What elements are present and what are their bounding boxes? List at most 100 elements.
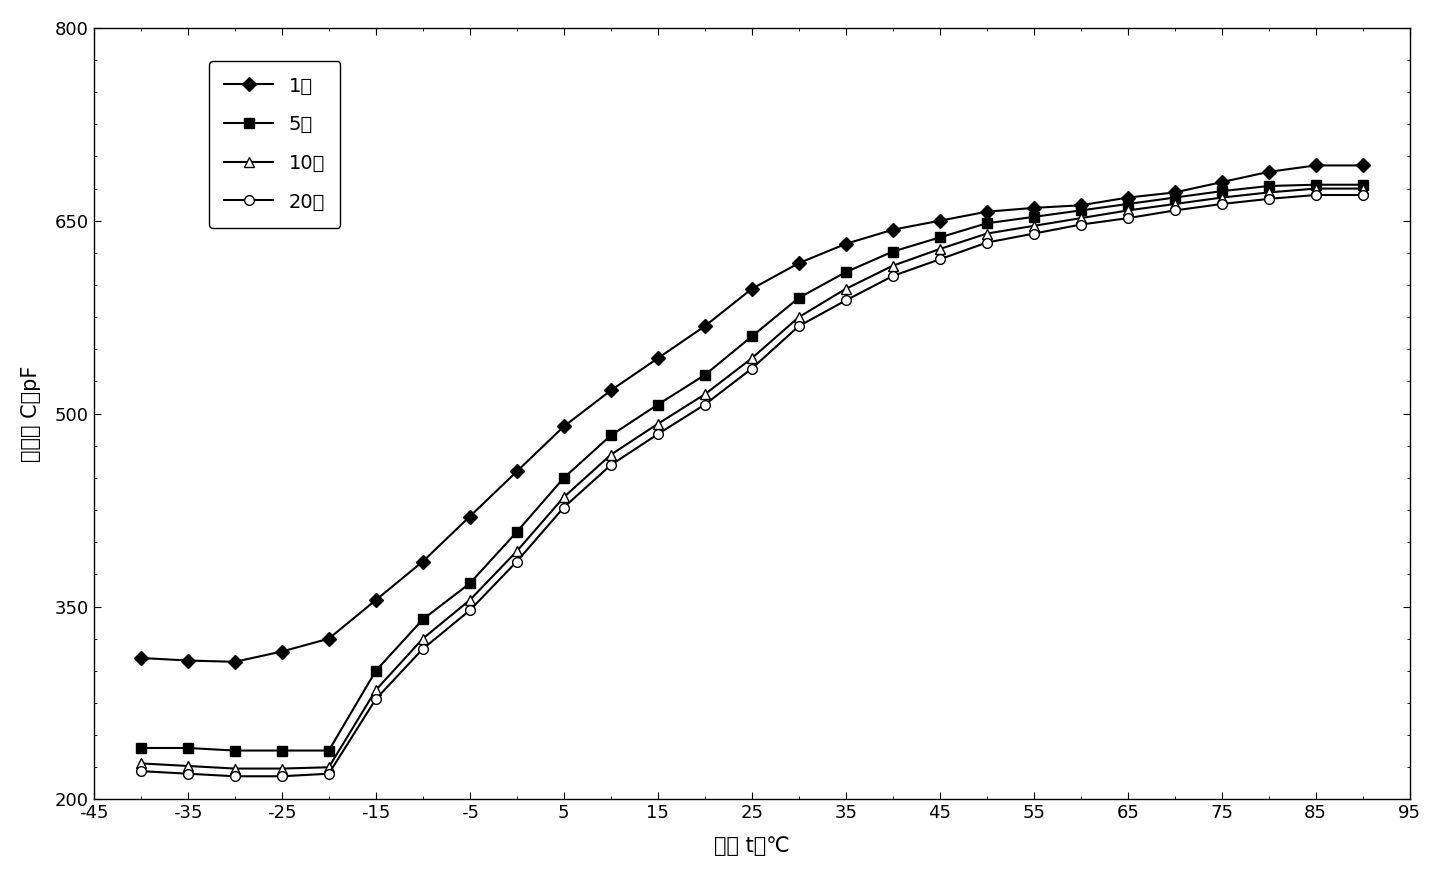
10次	[368, 685, 385, 695]
1次	[273, 646, 290, 657]
5次	[1025, 211, 1043, 222]
1次	[461, 511, 479, 522]
20次	[838, 296, 855, 306]
10次	[179, 760, 196, 771]
10次	[1071, 213, 1089, 224]
5次	[838, 267, 855, 277]
20次	[461, 605, 479, 616]
1次	[1306, 160, 1324, 171]
20次	[603, 460, 620, 470]
10次	[133, 758, 150, 768]
20次	[790, 321, 808, 332]
5次	[978, 218, 995, 229]
1次	[226, 657, 244, 667]
10次	[884, 260, 901, 271]
1次	[790, 258, 808, 268]
1次	[743, 283, 760, 294]
20次	[320, 768, 337, 779]
5次	[603, 431, 620, 441]
1次	[1119, 192, 1136, 203]
5次	[649, 399, 666, 410]
Line: 1次: 1次	[136, 160, 1367, 667]
10次	[1025, 221, 1043, 232]
10次	[1260, 187, 1278, 197]
1次	[368, 595, 385, 605]
5次	[790, 293, 808, 303]
10次	[1354, 183, 1371, 194]
20次	[1025, 228, 1043, 239]
10次	[649, 418, 666, 429]
1次	[133, 652, 150, 663]
5次	[1167, 192, 1184, 203]
10次	[838, 283, 855, 294]
20次	[932, 254, 949, 265]
5次	[1071, 205, 1089, 216]
20次	[696, 399, 714, 410]
5次	[133, 743, 150, 753]
10次	[508, 546, 525, 557]
5次	[273, 745, 290, 756]
1次	[978, 206, 995, 217]
1次	[320, 633, 337, 644]
1次	[1260, 167, 1278, 177]
20次	[179, 768, 196, 779]
20次	[368, 694, 385, 704]
5次	[461, 578, 479, 588]
10次	[320, 762, 337, 773]
5次	[555, 473, 572, 483]
10次	[414, 633, 431, 644]
10次	[555, 492, 572, 503]
1次	[1354, 160, 1371, 171]
20次	[1306, 189, 1324, 200]
10次	[790, 312, 808, 323]
10次	[1119, 205, 1136, 216]
10次	[1213, 192, 1230, 203]
1次	[179, 655, 196, 666]
1次	[932, 216, 949, 226]
20次	[743, 363, 760, 374]
5次	[1354, 180, 1371, 190]
Legend: 1次, 5次, 10次, 20次: 1次, 5次, 10次, 20次	[209, 61, 340, 228]
10次	[603, 450, 620, 460]
Line: 10次: 10次	[136, 183, 1367, 774]
10次	[226, 763, 244, 774]
1次	[884, 225, 901, 235]
10次	[1306, 183, 1324, 194]
10次	[978, 228, 995, 239]
1次	[508, 467, 525, 477]
20次	[884, 271, 901, 282]
5次	[743, 332, 760, 342]
20次	[1071, 219, 1089, 230]
20次	[1354, 189, 1371, 200]
20次	[1260, 194, 1278, 204]
1次	[1213, 177, 1230, 188]
20次	[414, 644, 431, 654]
20次	[508, 556, 525, 567]
5次	[1119, 199, 1136, 210]
20次	[133, 766, 150, 776]
5次	[1213, 186, 1230, 196]
10次	[743, 353, 760, 364]
5次	[1260, 181, 1278, 191]
20次	[978, 238, 995, 248]
10次	[273, 763, 290, 774]
10次	[461, 595, 479, 605]
1次	[603, 385, 620, 396]
1次	[414, 556, 431, 567]
20次	[1213, 199, 1230, 210]
20次	[1119, 213, 1136, 224]
20次	[649, 429, 666, 439]
1次	[838, 239, 855, 249]
10次	[932, 244, 949, 254]
5次	[696, 370, 714, 381]
10次	[696, 389, 714, 400]
5次	[508, 527, 525, 538]
1次	[1167, 187, 1184, 197]
5次	[179, 743, 196, 753]
1次	[1071, 200, 1089, 210]
5次	[1306, 180, 1324, 190]
20次	[273, 771, 290, 781]
1次	[649, 353, 666, 364]
10次	[1167, 199, 1184, 210]
Y-axis label: 电容率 C／pF: 电容率 C／pF	[20, 366, 40, 462]
